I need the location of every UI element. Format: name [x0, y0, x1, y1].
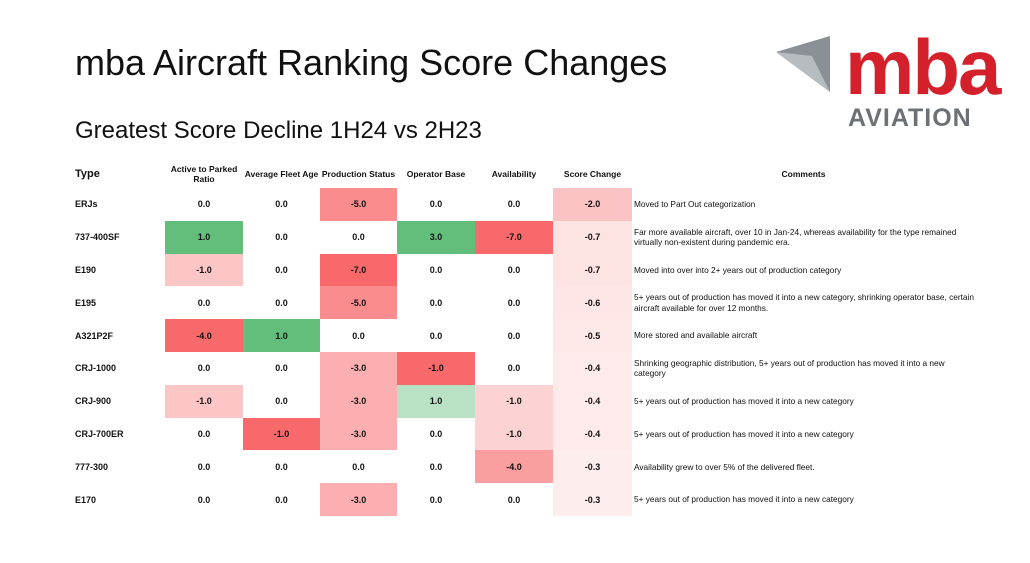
table-cell: 0.0 [429, 330, 443, 341]
table-cell: ERJs [75, 199, 98, 210]
table-cell: 0.0 [507, 199, 521, 210]
table-cell: -7.0 [320, 253, 397, 287]
table-cell: 0.0 [197, 461, 211, 472]
table-cell: 0.0 [429, 264, 443, 275]
column-header: Availability [491, 169, 537, 179]
table-cell: 0.0 [275, 199, 288, 210]
subtitle: Greatest Score Decline 1H24 vs 2H23 [75, 117, 482, 144]
column-header: Operator Base [406, 169, 466, 179]
table-cell: 0.0 [275, 264, 288, 275]
table-cell: 0.0 [507, 297, 521, 308]
table-cell: -0.4 [553, 384, 632, 418]
logo-mark: mba [845, 23, 1001, 111]
table-cell: -1.0 [165, 384, 243, 418]
table-cell: CRJ-900 [75, 396, 112, 407]
column-header: Comments [781, 169, 826, 179]
column-header: Average Fleet Age [244, 169, 319, 179]
table-cell: -0.6 [553, 286, 632, 320]
table-cell: 0.0 [197, 494, 211, 505]
table-cell: -1.0 [165, 253, 243, 287]
table-cell: -3.0 [320, 352, 397, 385]
table-cell: Availability grew to over 5% of the deli… [634, 461, 815, 472]
table-cell: 0.0 [507, 330, 521, 341]
table-cell: -0.5 [553, 319, 632, 352]
table-cell: 0.0 [429, 199, 443, 210]
table-cell: -3.0 [320, 417, 397, 451]
table-cell: E170 [75, 494, 97, 505]
table-cell: -5.0 [320, 286, 397, 320]
table-cell: 5+ years out of production has moved it … [634, 428, 854, 439]
table-cell: -0.4 [553, 417, 632, 451]
table-cell: -3.0 [320, 384, 397, 418]
title: mba Aircraft Ranking Score Changes [75, 42, 668, 83]
table-cell: 0.0 [275, 396, 288, 407]
table-cell: E190 [75, 264, 97, 275]
table-cell: 0.0 [429, 297, 443, 308]
table-cell: 0.0 [507, 264, 521, 275]
table-cell: -0.3 [553, 450, 632, 484]
table-cell: -1.0 [475, 384, 553, 418]
table-cell: 777-300 [75, 461, 109, 472]
table-cell: 1.0 [397, 384, 475, 418]
column-header: Type [75, 168, 100, 180]
column-header: Score Change [563, 169, 622, 179]
table-cell: -3.0 [320, 483, 397, 516]
table-cell: -0.7 [553, 253, 632, 287]
table-cell: -5.0 [320, 188, 397, 221]
table-cell: -2.0 [553, 188, 632, 221]
table-cell: -1.0 [475, 417, 553, 451]
table-cell: 1.0 [243, 319, 320, 352]
table-cell: Shrinking geographic distribution, 5+ ye… [634, 358, 945, 379]
table-cell: -1.0 [243, 417, 320, 451]
table-cell: Moved into over into 2+ years out of pro… [634, 264, 842, 275]
table-cell: 0.0 [197, 363, 211, 374]
table-cell: E195 [75, 297, 97, 308]
table-cell: A321P2F [75, 330, 114, 341]
table-cell: 0.0 [352, 330, 365, 341]
table-cell: 0.0 [352, 232, 365, 243]
table-cell: Moved to Part Out categorization [634, 199, 756, 210]
table-cell: -1.0 [397, 352, 475, 385]
table-cell: 0.0 [429, 494, 443, 505]
table-cell: -0.4 [553, 352, 632, 385]
table-cell: CRJ-700ER [75, 428, 124, 439]
table-cell: 0.0 [507, 363, 521, 374]
table-cell: Far more available aircraft, over 10 in … [634, 226, 957, 248]
table-cell: 0.0 [197, 297, 211, 308]
column-header: Active to Parked Ratio [170, 164, 238, 184]
table-cell: More stored and available aircraft [634, 330, 758, 341]
table-cell: 0.0 [507, 494, 521, 505]
table-cell: CRJ-1000 [75, 363, 117, 374]
table-cell: 0.0 [429, 428, 443, 439]
table-cell: 0.0 [197, 428, 211, 439]
table-cell: 0.0 [275, 297, 288, 308]
table-cell: -0.3 [553, 483, 632, 516]
table-cell: -4.0 [165, 319, 243, 352]
table-cell: 737-400SF [75, 232, 120, 243]
table-cell: 0.0 [275, 232, 288, 243]
logo-shape [776, 36, 830, 92]
table-cell: -7.0 [475, 220, 553, 254]
table-cell: 0.0 [197, 199, 211, 210]
table-cell: -4.0 [475, 450, 553, 484]
table-cell: 3.0 [397, 220, 475, 254]
table-cell: 0.0 [275, 363, 288, 374]
table-cell: 5+ years out of production has moved it … [634, 292, 974, 313]
table-cell: 5+ years out of production has moved it … [634, 494, 854, 505]
table-cell: 0.0 [429, 461, 443, 472]
table-cell: 0.0 [275, 494, 288, 505]
table-cell: 0.0 [352, 461, 365, 472]
table-cell: -0.7 [553, 220, 632, 254]
table-cell: 5+ years out of production has moved it … [634, 396, 854, 407]
table-cell: 1.0 [165, 220, 243, 254]
logo-word: AVIATION [848, 104, 972, 132]
column-header: Production Status [321, 169, 396, 179]
table-cell: 0.0 [275, 461, 288, 472]
